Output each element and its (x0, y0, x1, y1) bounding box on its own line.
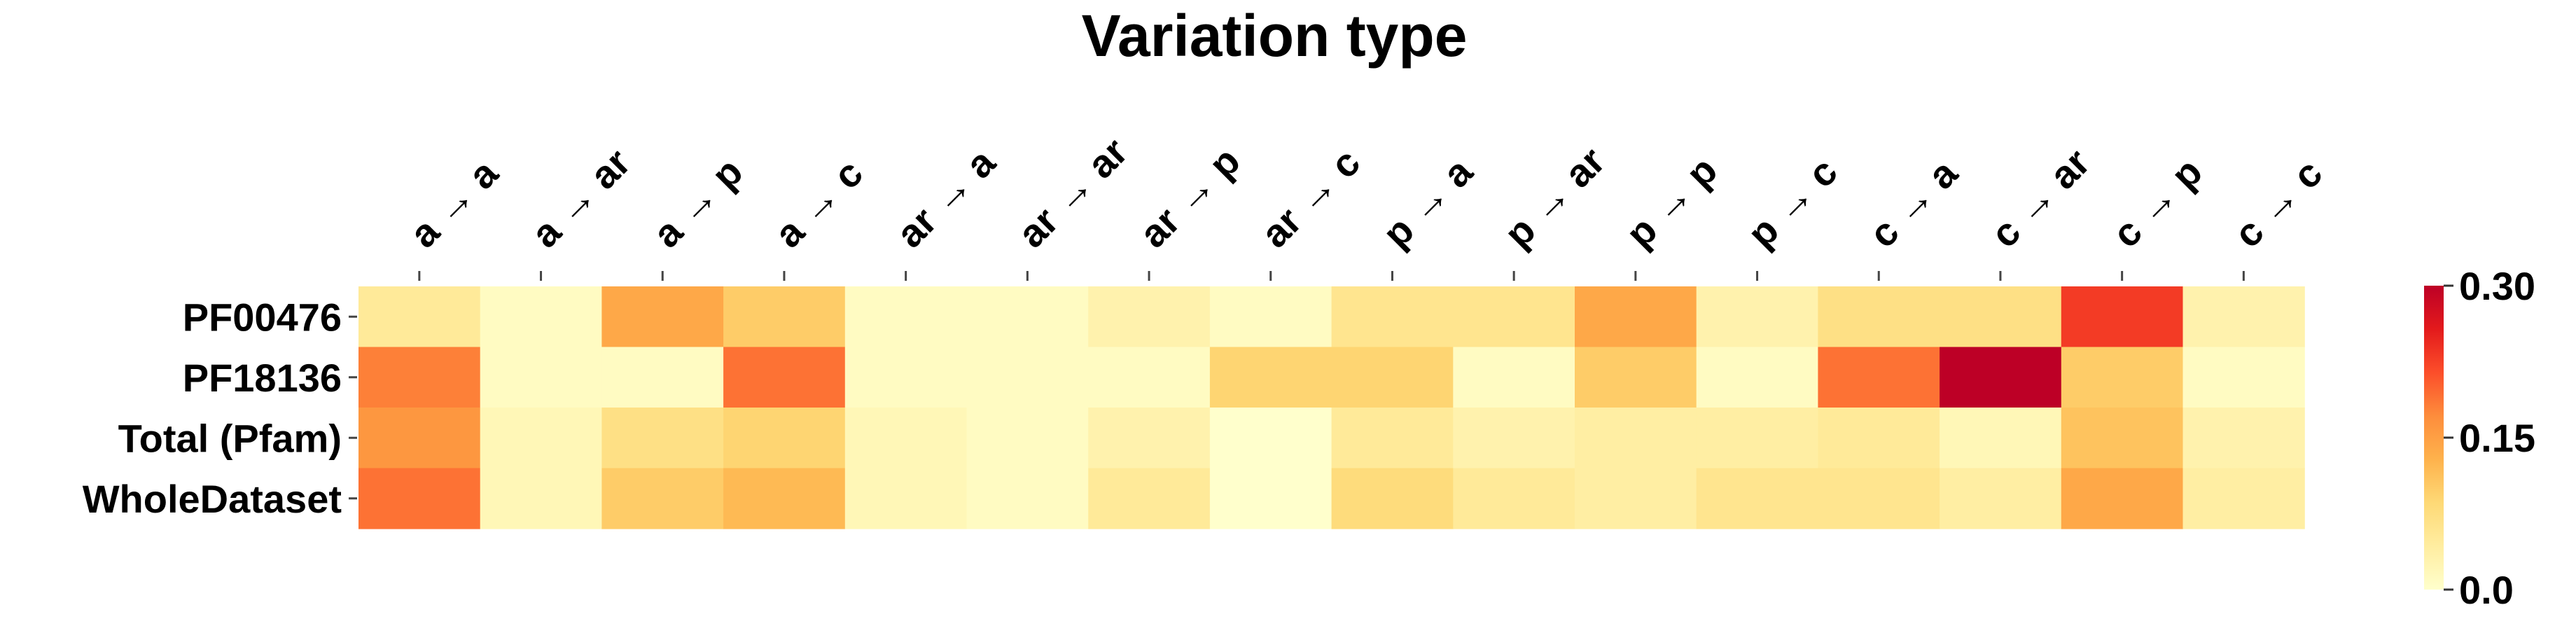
heatmap-cell-r2-c9 (1453, 408, 1575, 469)
colorbar-tick-label: 0.15 (2459, 416, 2535, 460)
heatmap-cell-r1-c13 (1940, 347, 2062, 408)
heatmap-cell-r0-c9 (1453, 286, 1575, 348)
colorbar: 0.0 0.15 0.30 (2424, 264, 2535, 612)
heatmap-cell-r2-c0 (358, 408, 481, 469)
heatmap-cell-r1-c2 (601, 347, 724, 408)
heatmap-cell-r2-c6 (1088, 408, 1211, 469)
x-tick-label: p → a (1374, 149, 1481, 256)
heatmap-cell-r0-c8 (1331, 286, 1454, 348)
heatmap-cell-r1-c0 (358, 347, 481, 408)
x-tick-label: c → c (2225, 151, 2330, 256)
heatmap-cell-r3-c3 (723, 468, 846, 529)
heatmap-cell-r1-c5 (966, 347, 1089, 408)
heatmap-cell-r3-c15 (2182, 468, 2305, 529)
heatmap-cell-r1-c7 (1209, 347, 1332, 408)
heatmap-cell-r1-c10 (1575, 347, 1697, 408)
heatmap-cell-r3-c7 (1209, 468, 1332, 529)
heatmap-cell-r2-c15 (2182, 408, 2305, 469)
heatmap-cell-r0-c13 (1940, 286, 2062, 348)
heatmap-cell-r0-c0 (358, 286, 481, 348)
heatmap-cell-r3-c14 (2061, 468, 2184, 529)
heatmap-cell-r3-c5 (966, 468, 1089, 529)
heatmap-cell-r0-c6 (1088, 286, 1211, 348)
x-tick-label: p → ar (1496, 139, 1613, 256)
x-tick-label: ar → p (1131, 139, 1248, 256)
heatmap-cell-r0-c15 (2182, 286, 2305, 348)
heatmap-cell-r0-c12 (1818, 286, 1940, 348)
heatmap-cell-r3-c6 (1088, 468, 1211, 529)
heatmap-cell-r0-c11 (1696, 286, 1818, 348)
x-tick-label: a → a (401, 151, 507, 256)
heatmap-cell-r2-c5 (966, 408, 1089, 469)
heatmap-cell-r0-c10 (1575, 286, 1697, 348)
heatmap-cell-r1-c4 (844, 347, 968, 408)
heatmap-cell-r1-c14 (2061, 347, 2184, 408)
heatmap-cell-r1-c15 (2182, 347, 2305, 408)
heatmap-cell-r1-c11 (1696, 347, 1818, 408)
heatmap-cell-r0-c14 (2061, 286, 2184, 348)
heatmap-cell-r1-c3 (723, 347, 846, 408)
y-tick-label: WholeDataset (83, 477, 342, 521)
heatmap-cell-r3-c12 (1818, 468, 1940, 529)
heatmap-cell-r0-c4 (844, 286, 968, 348)
heatmap-cell-r0-c2 (601, 286, 724, 348)
heatmap-cell-r3-c10 (1575, 468, 1697, 529)
heatmap-cell-r2-c3 (723, 408, 846, 469)
y-tick-label: PF18136 (183, 356, 342, 400)
heatmap-cell-r3-c1 (480, 468, 602, 529)
heatmap-cell-r0-c7 (1209, 286, 1332, 348)
heatmap-cell-r2-c12 (1818, 408, 1940, 469)
heatmap-cell-r3-c9 (1453, 468, 1575, 529)
heatmap-cell-r3-c8 (1331, 468, 1454, 529)
x-tick-label: a → p (644, 149, 751, 256)
heatmap-cell-r2-c14 (2061, 408, 2184, 469)
heatmap-cell-r3-c4 (844, 468, 968, 529)
heatmap-cell-r1-c6 (1088, 347, 1211, 408)
colorbar-tick-label: 0.0 (2459, 568, 2514, 612)
heatmap-cell-r3-c2 (601, 468, 724, 529)
heatmap-cell-r1-c9 (1453, 347, 1575, 408)
heatmap-cell-r1-c8 (1331, 347, 1454, 408)
x-tick-label: c → p (2104, 149, 2211, 256)
y-axis-ticks: PF00476 PF18136 Total (Pfam) WholeDataset (83, 295, 357, 521)
x-tick-label: c → a (1860, 151, 1966, 256)
heatmap-cell-r3-c13 (1940, 468, 2062, 529)
y-tick-label: Total (Pfam) (118, 416, 342, 460)
heatmap-cell-r3-c11 (1696, 468, 1818, 529)
x-tick-label: ar → ar (1009, 129, 1136, 256)
x-tick-label: ar → a (888, 139, 1004, 256)
x-tick-label: p → p (1617, 148, 1726, 256)
heatmap-cell-r2-c2 (601, 408, 724, 469)
chart-title: Variation type (1082, 3, 1468, 69)
colorbar-tick-label: 0.30 (2459, 264, 2535, 308)
heatmap-cell-r2-c13 (1940, 408, 2062, 469)
x-tick-label: ar → c (1253, 140, 1369, 256)
heatmap-cell-r2-c7 (1209, 408, 1332, 469)
heatmap-cell-r2-c10 (1575, 408, 1697, 469)
heatmap-cell-r0-c1 (480, 286, 602, 348)
heatmap-cell-r1-c1 (480, 347, 602, 408)
x-tick-label: c → ar (1982, 140, 2098, 256)
heatmap-cell-r0-c3 (723, 286, 846, 348)
heatmap-cell-r2-c4 (844, 408, 968, 469)
heatmap-cell-r2-c8 (1331, 408, 1454, 469)
heatmap-cell-r1-c12 (1818, 347, 1940, 408)
heatmap-cell-r2-c11 (1696, 408, 1818, 469)
heatmap-cell-r2-c1 (480, 408, 602, 469)
x-tick-label: p → c (1739, 149, 1845, 256)
heatmap-cell-r0-c5 (966, 286, 1089, 348)
colorbar-gradient (2424, 286, 2444, 590)
x-tick-label: a → c (766, 151, 871, 256)
heatmap-cells (358, 286, 2305, 529)
y-tick-label: PF00476 (183, 295, 342, 339)
x-tick-label: a → ar (522, 140, 639, 256)
heatmap-cell-r3-c0 (358, 468, 481, 529)
